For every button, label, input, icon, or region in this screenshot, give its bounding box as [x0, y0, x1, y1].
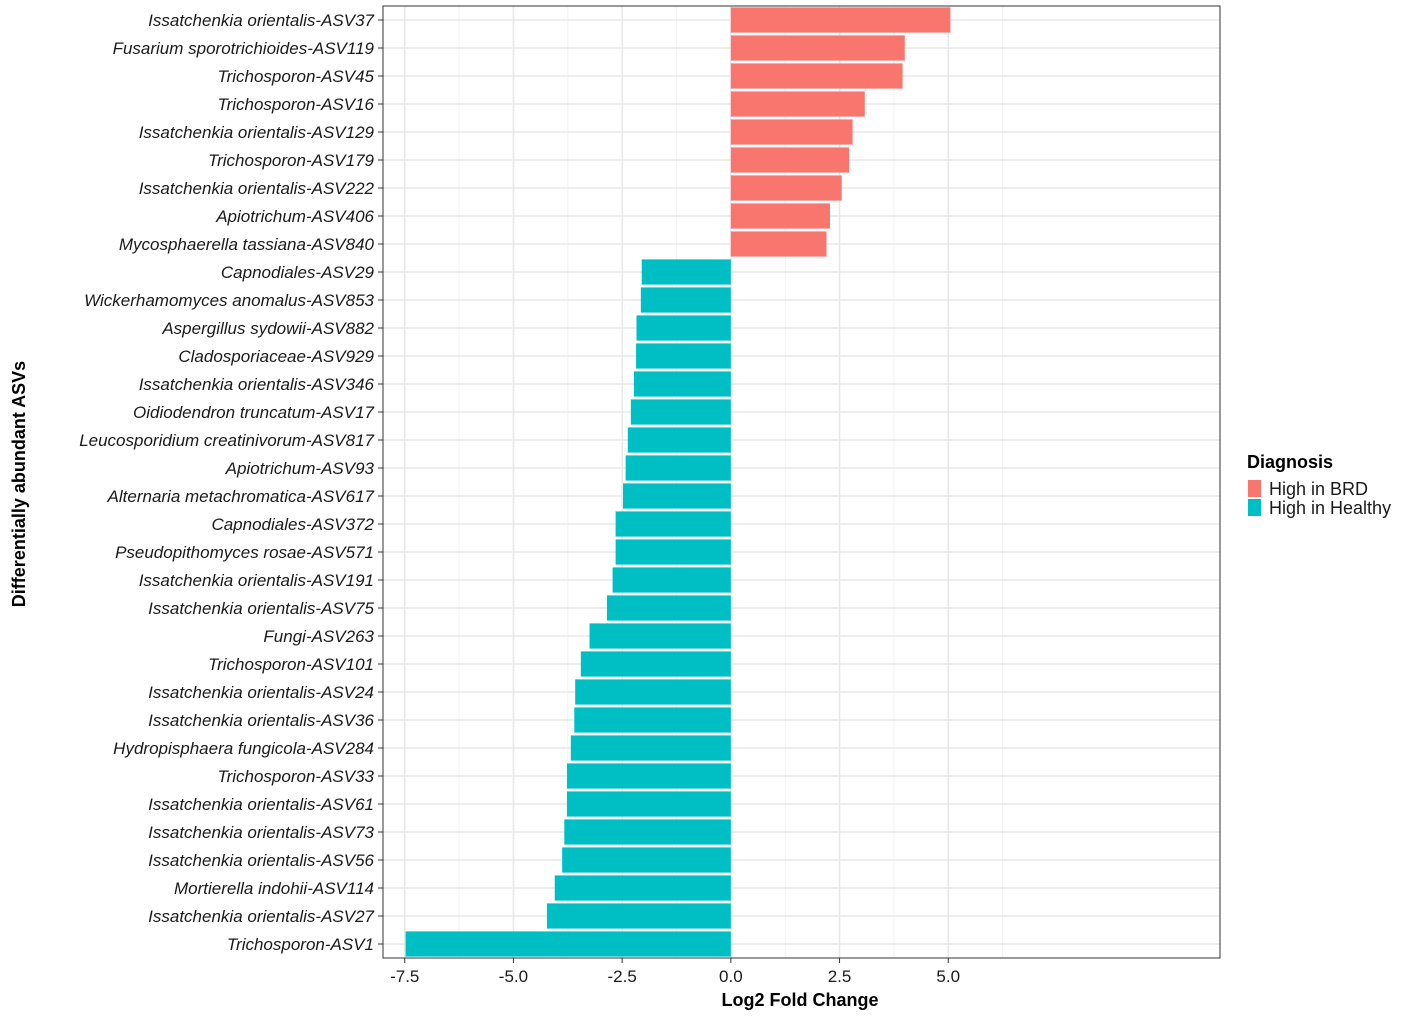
y-tick-label: Trichosporon-ASV33 — [217, 767, 374, 786]
x-tick-label: -2.5 — [607, 967, 636, 986]
y-tick-label: Fusarium sporotrichioides-ASV119 — [113, 39, 375, 58]
y-tick-label: Issatchenkia orientalis-ASV191 — [139, 571, 374, 590]
bar — [405, 931, 731, 957]
bar — [730, 91, 865, 117]
bar — [730, 147, 850, 173]
bar — [589, 623, 731, 649]
y-tick-label: Hydropisphaera fungicola-ASV284 — [113, 739, 374, 758]
y-tick-label: Issatchenkia orientalis-ASV61 — [148, 795, 374, 814]
y-tick-label: Trichosporon-ASV179 — [208, 151, 375, 170]
y-tick-label: Issatchenkia orientalis-ASV222 — [139, 179, 375, 198]
y-tick-label: Issatchenkia orientalis-ASV36 — [148, 711, 374, 730]
bar — [636, 343, 731, 369]
bar — [730, 203, 830, 229]
bar — [640, 287, 731, 313]
legend-label-brd: High in BRD — [1269, 479, 1368, 499]
y-tick-label: Capnodiales-ASV372 — [211, 515, 374, 534]
y-tick-label: Issatchenkia orientalis-ASV346 — [139, 375, 375, 394]
bar — [730, 119, 853, 145]
bar — [615, 511, 731, 537]
bar — [554, 875, 731, 901]
y-tick-label: Pseudopithomyces rosae-ASV571 — [115, 543, 374, 562]
plot-panel-border — [382, 5, 1221, 959]
bar — [730, 7, 951, 33]
bar — [730, 175, 842, 201]
x-tick-label: -7.5 — [390, 967, 419, 986]
y-tick-label: Mortierella indohii-ASV114 — [174, 879, 374, 898]
y-tick-label: Issatchenkia orientalis-ASV129 — [139, 123, 375, 142]
x-tick-label: 5.0 — [936, 967, 960, 986]
y-tick-label: Issatchenkia orientalis-ASV24 — [148, 683, 374, 702]
bar — [615, 539, 731, 565]
legend-swatch-brd — [1248, 480, 1261, 497]
y-tick-label: Oidiodendron truncatum-ASV17 — [133, 403, 375, 422]
y-tick-label: Aspergillus sydowii-ASV882 — [161, 319, 374, 338]
bar — [630, 399, 731, 425]
y-tick-label: Issatchenkia orientalis-ASV37 — [148, 11, 374, 30]
bar — [633, 371, 731, 397]
x-tick-label: -5.0 — [499, 967, 528, 986]
y-tick-label: Trichosporon-ASV16 — [217, 95, 374, 114]
y-tick-label: Apiotrichum-ASV406 — [215, 207, 374, 226]
y-tick-label: Issatchenkia orientalis-ASV27 — [148, 907, 374, 926]
y-tick-label: Issatchenkia orientalis-ASV56 — [148, 851, 374, 870]
bar — [641, 259, 731, 285]
x-tick-label: 0.0 — [719, 967, 743, 986]
y-tick-label: Trichosporon-ASV1 — [227, 935, 374, 954]
legend: Diagnosis High in BRD High in Healthy — [1247, 452, 1391, 518]
y-tick-label: Trichosporon-ASV45 — [217, 67, 374, 86]
bar — [566, 763, 731, 789]
y-tick-label: Wickerhamomyces anomalus-ASV853 — [84, 291, 374, 310]
bar — [580, 651, 731, 677]
bars — [405, 7, 951, 957]
x-axis-title: Log2 Fold Change — [722, 990, 879, 1010]
y-tick-labels: Issatchenkia orientalis-ASV37 Fusarium sp… — [79, 11, 383, 954]
bar — [546, 903, 731, 929]
bar — [730, 231, 827, 257]
y-tick-label: Leucosporidium creatinivorum-ASV817 — [79, 431, 374, 450]
bar — [612, 567, 731, 593]
legend-swatch-healthy — [1248, 499, 1261, 516]
bar — [636, 315, 731, 341]
x-tick-label: 2.5 — [828, 967, 852, 986]
bar — [564, 819, 731, 845]
y-tick-label: Cladosporiaceae-ASV929 — [178, 347, 374, 366]
y-tick-label: Alternaria metachromatica-ASV617 — [107, 487, 375, 506]
y-tick-label: Issatchenkia orientalis-ASV73 — [148, 823, 374, 842]
x-tick-labels: -7.5 -5.0 -2.5 0.0 2.5 5.0 — [390, 958, 960, 986]
bar — [606, 595, 731, 621]
bar — [623, 483, 731, 509]
y-tick-label: Trichosporon-ASV101 — [208, 655, 374, 674]
y-axis-title: Differentially abundant ASVs — [9, 361, 29, 607]
bar — [730, 35, 905, 61]
bar — [575, 679, 731, 705]
y-tick-label: Apiotrichum-ASV93 — [225, 459, 375, 478]
bar — [627, 427, 731, 453]
bar — [574, 707, 731, 733]
bar — [562, 847, 731, 873]
y-tick-label: Issatchenkia orientalis-ASV75 — [148, 599, 374, 618]
legend-label-healthy: High in Healthy — [1269, 498, 1391, 518]
y-tick-label: Capnodiales-ASV29 — [221, 263, 375, 282]
y-tick-label: Fungi-ASV263 — [263, 627, 374, 646]
bar — [730, 63, 903, 89]
bar — [625, 455, 731, 481]
legend-title: Diagnosis — [1247, 452, 1333, 472]
y-tick-label: Mycosphaerella tassiana-ASV840 — [119, 235, 375, 254]
bar — [570, 735, 731, 761]
bar — [566, 791, 731, 817]
